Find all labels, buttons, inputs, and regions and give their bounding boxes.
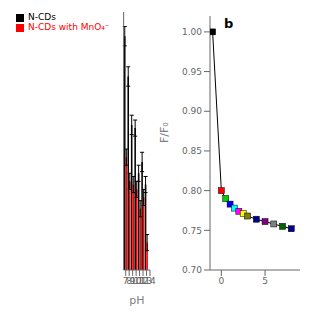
- svg-text:14: 14: [144, 276, 156, 286]
- svg-text:0.85: 0.85: [182, 146, 202, 156]
- html-text:N-CDs with MnO₄⁻: N-CDs with MnO₄⁻: [28, 22, 110, 32]
- html-text:b: b: [224, 16, 234, 31]
- svg-text:0.70: 0.70: [182, 265, 202, 275]
- svg-text:1.00: 1.00: [182, 27, 202, 37]
- html-text:N-CDs: N-CDs: [28, 12, 56, 22]
- svg-text:0.95: 0.95: [182, 67, 202, 77]
- svg-text:0.90: 0.90: [182, 106, 202, 116]
- svg-text:5: 5: [262, 276, 268, 286]
- svg-text:0: 0: [218, 276, 224, 286]
- svg-text:0.80: 0.80: [182, 186, 202, 196]
- svg-text:F/F₀: F/F₀: [158, 122, 171, 143]
- svg-text:0.75: 0.75: [182, 226, 202, 236]
- svg-text:pH: pH: [129, 294, 144, 307]
